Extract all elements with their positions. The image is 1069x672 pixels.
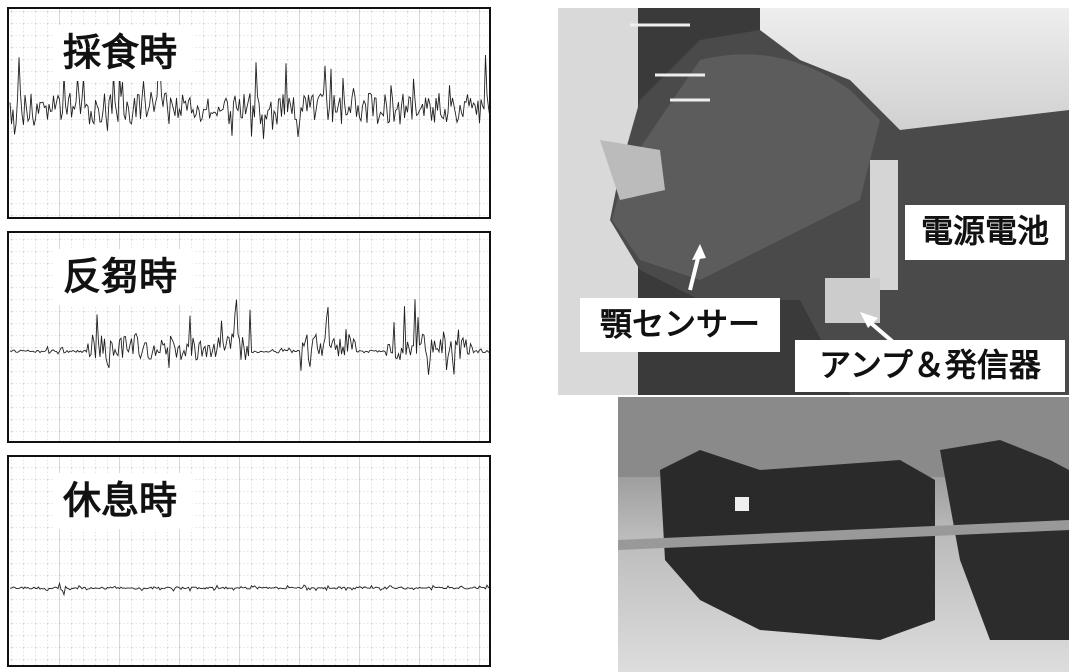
panel-label: 休息時 [62, 479, 177, 523]
photo-label: 電源電池 [921, 212, 1049, 250]
waveform-panel: 休息時 [8, 456, 490, 666]
waveform-panel: 採食時 [8, 8, 490, 218]
waveform-panel: 反芻時 [8, 232, 490, 442]
photo-label: アンプ＆発信器 [819, 346, 1042, 384]
figure: 電源電池 顎センサー アンプ＆発信器 採食時反芻時休息時 [0, 0, 1069, 672]
photo-cows-pasture [618, 397, 1069, 672]
photo-cow-sensor: 電源電池 顎センサー アンプ＆発信器 [558, 8, 1069, 395]
panel-label: 反芻時 [63, 255, 177, 299]
panel-label: 採食時 [63, 31, 177, 75]
photo-label: 顎センサー [600, 305, 760, 343]
